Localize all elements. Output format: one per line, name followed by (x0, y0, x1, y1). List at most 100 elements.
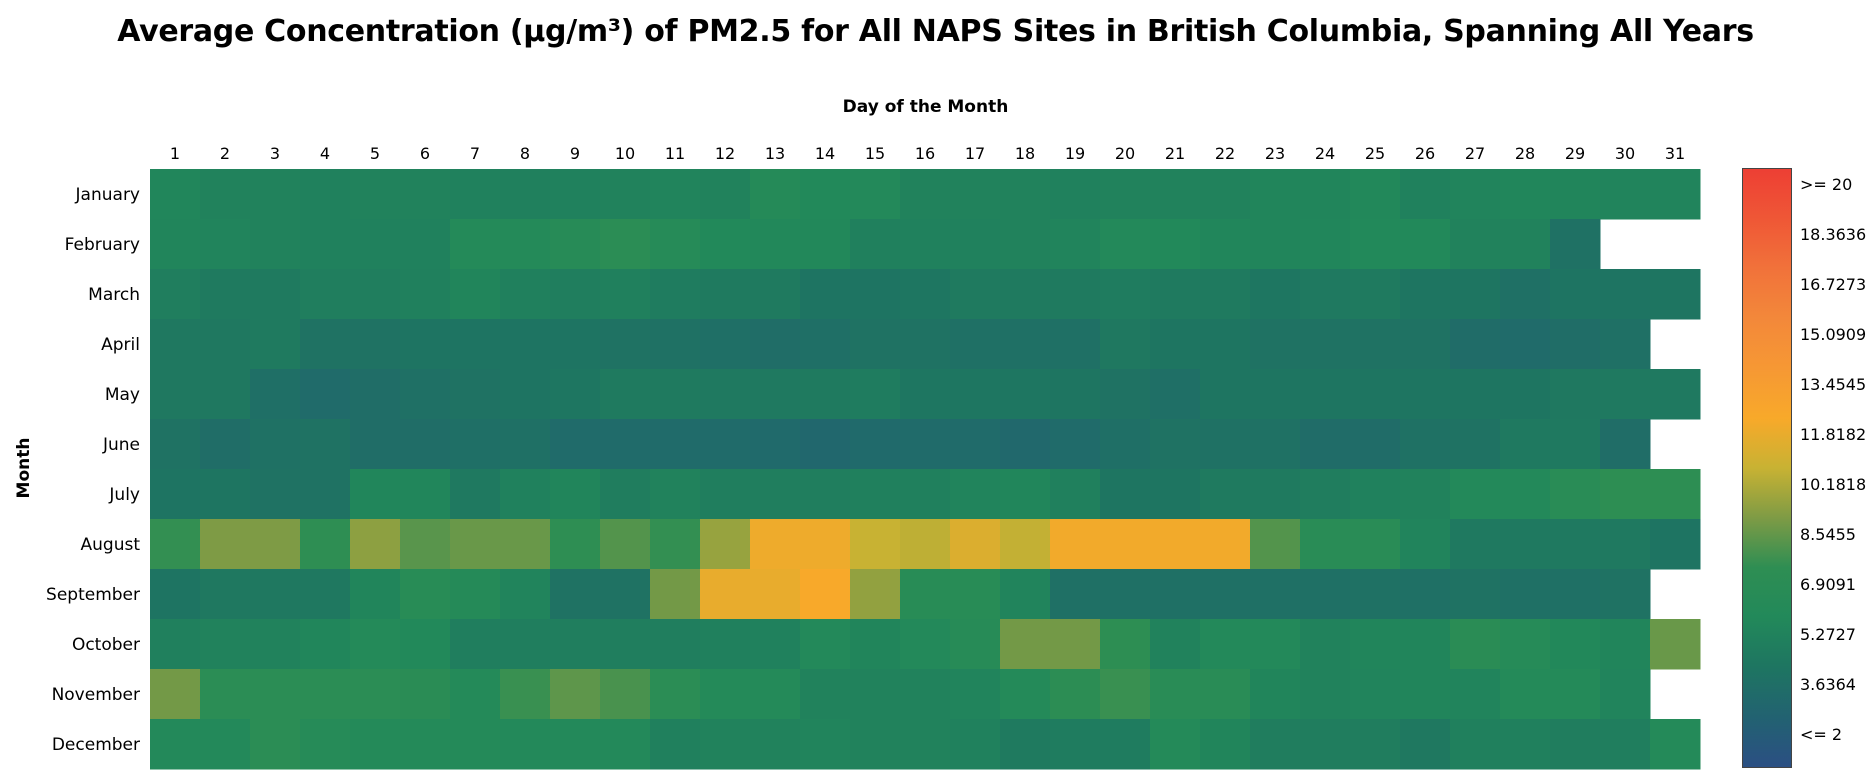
heatmap-cell (1500, 319, 1551, 370)
heatmap-cell (300, 369, 351, 420)
heatmap-cell (250, 269, 301, 320)
heatmap-cell (1000, 269, 1051, 320)
heatmap-cell (1400, 519, 1451, 570)
heatmap-cell (600, 369, 651, 420)
heatmap-cell (450, 469, 501, 520)
heatmap-cell (550, 369, 601, 420)
heatmap-cell (900, 469, 951, 520)
heatmap-cell (650, 219, 701, 270)
heatmap-cell (600, 519, 651, 570)
heatmap-cell (700, 469, 751, 520)
legend-label: 11.8182 (1800, 425, 1867, 444)
y-tick-label: December (52, 735, 140, 755)
heatmap-cell (1650, 469, 1701, 520)
color-legend-bar (1742, 168, 1792, 768)
heatmap-cell (250, 669, 301, 720)
x-tick-label: 30 (1615, 144, 1635, 163)
heatmap-cell (1350, 419, 1401, 470)
legend-label: 15.0909 (1800, 325, 1867, 344)
heatmap-cell (850, 719, 901, 770)
heatmap-cell (1400, 369, 1451, 420)
heatmap-cell (350, 519, 401, 570)
x-tick-label: 21 (1165, 144, 1185, 163)
heatmap-cell (950, 219, 1001, 270)
heatmap-cell (150, 469, 201, 520)
x-tick-label: 1 (170, 144, 180, 163)
heatmap-cell (1600, 619, 1651, 670)
heatmap-cell (500, 169, 551, 220)
heatmap-cell (550, 469, 601, 520)
heatmap-cell (1300, 469, 1351, 520)
heatmap-cell (1600, 269, 1651, 320)
heatmap-cell (750, 469, 801, 520)
heatmap-cell (450, 269, 501, 320)
heatmap-cell (1450, 719, 1501, 770)
heatmap-cell (150, 319, 201, 370)
heatmap-cell (200, 719, 251, 770)
heatmap-cell (450, 669, 501, 720)
y-tick-label: August (81, 535, 141, 555)
heatmap-cell (700, 219, 751, 270)
heatmap-cell (1350, 469, 1401, 520)
heatmap-cell (1550, 569, 1601, 620)
heatmap-cell (850, 569, 901, 620)
heatmap-cell (1550, 319, 1601, 370)
heatmap-cell (350, 719, 401, 770)
heatmap-cell (500, 319, 551, 370)
heatmap-cell (1100, 169, 1151, 220)
legend-label: 3.6364 (1800, 675, 1856, 694)
y-tick-label: January (75, 185, 140, 205)
heatmap-cell (850, 469, 901, 520)
heatmap-cell (750, 219, 801, 270)
heatmap-cell (1500, 569, 1551, 620)
heatmap-cell (850, 419, 901, 470)
heatmap-cell (850, 369, 901, 420)
heatmap-cell (250, 619, 301, 670)
heatmap-cell (450, 569, 501, 620)
heatmap-cell (200, 369, 251, 420)
heatmap-cell (450, 619, 501, 670)
heatmap-cell (400, 369, 451, 420)
heatmap-cell (1150, 319, 1201, 370)
heatmap-cell (250, 369, 301, 420)
heatmap-cell (1450, 419, 1501, 470)
heatmap-cell (1650, 369, 1701, 420)
heatmap-cell (1200, 719, 1251, 770)
heatmap-cell (500, 419, 551, 470)
heatmap-cell (1200, 369, 1251, 420)
x-tick-label: 10 (615, 144, 635, 163)
heatmap-cell (250, 569, 301, 620)
heatmap-cell (1650, 169, 1701, 220)
heatmap-cell (300, 569, 351, 620)
heatmap-cell (800, 319, 851, 370)
heatmap-cell (1350, 669, 1401, 720)
heatmap-cell (1450, 269, 1501, 320)
heatmap-cell (700, 269, 751, 320)
heatmap-cell (1400, 719, 1451, 770)
heatmap-cell (800, 469, 851, 520)
x-tick-label: 9 (570, 144, 580, 163)
heatmap-cell (900, 369, 951, 420)
heatmap-cell (700, 319, 751, 370)
heatmap-cell (1600, 469, 1651, 520)
heatmap-cell (1050, 669, 1101, 720)
heatmap-cell (150, 219, 201, 270)
heatmap-cell (1250, 469, 1301, 520)
heatmap-cell (500, 369, 551, 420)
heatmap-cell (1150, 569, 1201, 620)
heatmap-cell (1100, 219, 1151, 270)
heatmap-cell (1250, 569, 1301, 620)
heatmap-cell (800, 369, 851, 420)
heatmap-cell (1050, 319, 1101, 370)
heatmap-cell (1350, 219, 1401, 270)
heatmap-cell (200, 669, 251, 720)
heatmap-cell (1050, 519, 1101, 570)
heatmap-cell (500, 569, 551, 620)
heatmap-cell (300, 469, 351, 520)
heatmap-cell (1400, 319, 1451, 370)
heatmap-cell (400, 419, 451, 470)
heatmap-cell (950, 169, 1001, 220)
heatmap-cell (500, 519, 551, 570)
heatmap-cell (650, 269, 701, 320)
